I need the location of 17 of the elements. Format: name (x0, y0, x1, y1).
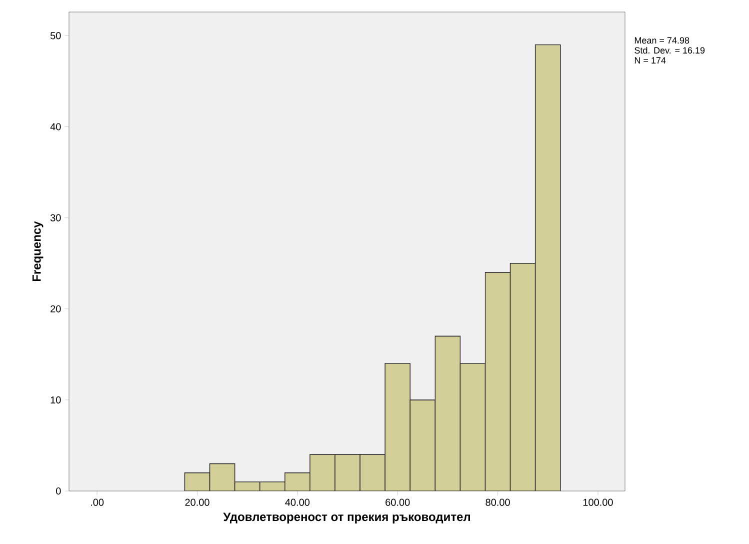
y-tick-label: 10 (50, 396, 61, 404)
x-tick-label: 80.00 (486, 498, 510, 506)
y-tick-label: 40 (50, 123, 61, 130)
x-axis-title: Удовлетвореност от прекия ръководител (223, 512, 470, 524)
text: N = 174 (634, 57, 666, 64)
y-tick-label: 20 (50, 305, 61, 312)
y-axis-title: Frequency (32, 221, 44, 282)
x-tick-label: 60.00 (386, 498, 410, 506)
text: Std. Dev. = 16.19 (634, 46, 705, 54)
y-tick-label: 30 (50, 214, 61, 222)
y-tick-label: 0 (56, 487, 61, 495)
x-tick-label: 100.00 (583, 498, 613, 506)
y-tick-label: 50 (50, 32, 61, 40)
x-tick-label: 40.00 (285, 498, 310, 506)
text: Mean = 74.98 (634, 37, 690, 44)
x-tick-label: 20.00 (185, 498, 210, 506)
x-tick-label: .00 (91, 498, 104, 506)
